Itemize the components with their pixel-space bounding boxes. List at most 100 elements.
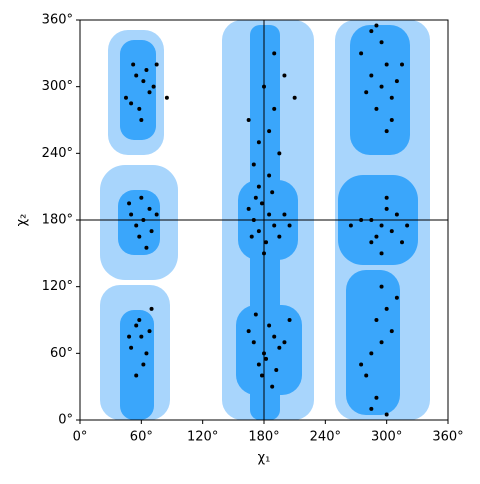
contour xyxy=(346,270,400,415)
point xyxy=(246,118,251,122)
point xyxy=(287,318,292,322)
x-tick-label: 120° xyxy=(187,430,218,445)
point xyxy=(374,234,379,239)
point xyxy=(262,351,266,356)
point xyxy=(267,212,272,217)
point xyxy=(369,351,374,356)
point xyxy=(374,23,379,28)
point xyxy=(264,356,269,361)
point xyxy=(246,329,251,334)
point xyxy=(144,245,149,250)
point xyxy=(256,140,261,145)
point xyxy=(256,184,261,189)
point xyxy=(277,345,282,350)
point xyxy=(400,240,404,245)
point xyxy=(359,218,364,222)
point xyxy=(154,62,159,67)
point xyxy=(379,84,384,89)
y-tick-label: 120° xyxy=(42,279,73,294)
point xyxy=(272,223,277,228)
point xyxy=(251,340,256,345)
point xyxy=(277,151,282,156)
point xyxy=(379,40,384,45)
point xyxy=(364,373,369,378)
point xyxy=(374,106,379,111)
point xyxy=(369,218,374,222)
x-axis-label: χ₁ xyxy=(258,451,271,466)
point xyxy=(389,118,394,122)
point xyxy=(134,223,139,228)
contour xyxy=(118,190,160,255)
point xyxy=(384,206,389,211)
point xyxy=(405,223,410,228)
point xyxy=(272,334,277,339)
point xyxy=(292,95,297,100)
point xyxy=(124,95,128,100)
point xyxy=(134,323,139,328)
contour xyxy=(236,305,302,395)
point xyxy=(164,95,169,100)
point xyxy=(379,284,384,289)
point xyxy=(253,195,258,200)
point xyxy=(369,240,374,245)
point xyxy=(144,68,149,72)
point xyxy=(389,329,394,334)
point xyxy=(139,118,144,122)
point xyxy=(359,51,364,56)
x-tick-label: 180° xyxy=(248,430,279,445)
point xyxy=(389,95,394,100)
point xyxy=(369,406,374,411)
point xyxy=(259,201,264,206)
point xyxy=(389,229,394,234)
point xyxy=(374,395,379,400)
point xyxy=(127,334,132,339)
point xyxy=(348,223,353,228)
point xyxy=(282,212,287,217)
point xyxy=(264,240,269,245)
point xyxy=(251,162,256,167)
point xyxy=(282,73,287,78)
point xyxy=(141,79,146,84)
point xyxy=(253,312,258,317)
point xyxy=(384,62,389,67)
point xyxy=(384,129,389,134)
point xyxy=(137,234,142,239)
y-tick-label: 180° xyxy=(42,213,73,228)
point xyxy=(129,101,134,106)
y-tick-label: 360° xyxy=(42,13,73,28)
point xyxy=(129,345,134,350)
point xyxy=(267,173,272,178)
point xyxy=(154,212,159,217)
point xyxy=(134,73,139,78)
point xyxy=(137,318,142,322)
point xyxy=(394,79,399,84)
y-tick-label: 60° xyxy=(50,346,73,361)
point xyxy=(270,384,275,389)
point xyxy=(131,62,136,67)
point xyxy=(272,51,277,56)
point xyxy=(151,84,156,89)
point xyxy=(282,340,287,345)
point xyxy=(364,90,369,95)
point xyxy=(270,190,275,195)
point xyxy=(384,412,389,417)
y-axis-label: χ₂ xyxy=(15,214,30,227)
point xyxy=(147,206,152,211)
y-tick-label: 240° xyxy=(42,146,73,161)
point xyxy=(384,195,389,200)
point xyxy=(129,212,134,217)
point xyxy=(139,195,144,200)
point xyxy=(267,129,272,134)
point xyxy=(149,306,154,311)
point xyxy=(272,106,277,111)
point xyxy=(369,29,374,34)
point xyxy=(384,306,389,311)
point xyxy=(251,218,256,222)
x-tick-label: 300° xyxy=(371,430,402,445)
point xyxy=(147,90,152,95)
y-tick-label: 300° xyxy=(42,79,73,94)
point xyxy=(256,229,261,234)
point xyxy=(277,234,282,239)
x-tick-label: 240° xyxy=(310,430,341,445)
